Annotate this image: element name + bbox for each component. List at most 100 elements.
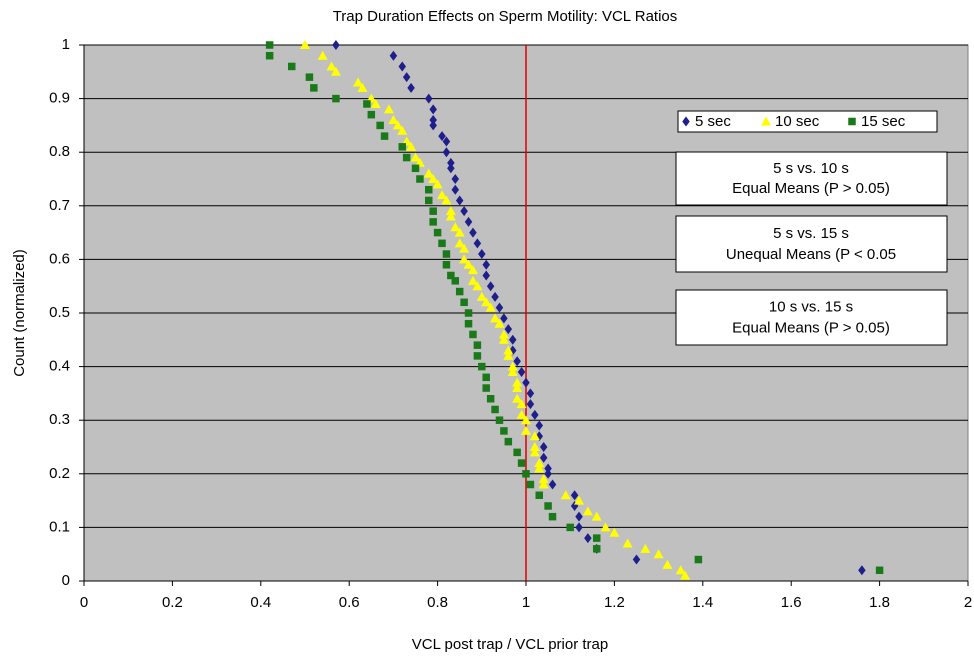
data-point bbox=[632, 554, 641, 565]
data-point bbox=[592, 534, 601, 542]
legend-box bbox=[677, 110, 938, 133]
data-point bbox=[429, 207, 437, 215]
data-point bbox=[326, 61, 337, 71]
data-point bbox=[516, 399, 527, 409]
data-point bbox=[455, 195, 464, 206]
annotation-text: Equal Means (P > 0.05) bbox=[732, 319, 890, 336]
data-point bbox=[529, 447, 540, 457]
x-tick-label: 0.4 bbox=[250, 594, 271, 611]
x-tick-label: 1.2 bbox=[604, 594, 625, 611]
data-point bbox=[534, 458, 545, 468]
y-tick-label: 0 bbox=[62, 572, 70, 589]
data-point bbox=[454, 227, 465, 237]
data-point bbox=[507, 366, 518, 376]
data-point bbox=[437, 190, 448, 200]
data-point bbox=[467, 265, 478, 275]
data-point bbox=[445, 211, 456, 221]
data-point bbox=[640, 543, 651, 553]
data-point bbox=[442, 250, 451, 258]
legend-marker bbox=[848, 117, 856, 126]
data-point bbox=[544, 502, 552, 510]
data-point bbox=[600, 522, 611, 532]
data-point bbox=[574, 495, 585, 505]
x-tick-label: 0.8 bbox=[427, 594, 448, 611]
data-point bbox=[370, 98, 381, 108]
x-tick-label: 1.8 bbox=[869, 594, 890, 611]
data-point bbox=[265, 41, 274, 49]
data-point bbox=[410, 152, 421, 162]
data-point bbox=[512, 393, 523, 403]
data-point bbox=[476, 291, 487, 301]
data-point bbox=[367, 110, 376, 119]
x-tick-label: 0.2 bbox=[162, 594, 183, 611]
data-point bbox=[442, 147, 451, 158]
data-point bbox=[478, 362, 486, 371]
data-point bbox=[402, 153, 411, 162]
data-point bbox=[675, 565, 686, 575]
data-point bbox=[454, 238, 465, 248]
data-point bbox=[529, 431, 540, 441]
y-axis-title: Count (normalized) bbox=[11, 249, 28, 377]
x-tick-label: 1 bbox=[522, 594, 530, 611]
data-point bbox=[482, 259, 490, 270]
annotation-text: 10 s vs. 15 s bbox=[769, 299, 853, 316]
data-point bbox=[287, 62, 296, 71]
data-point bbox=[397, 125, 408, 135]
data-point bbox=[460, 206, 468, 217]
data-point bbox=[495, 302, 504, 313]
data-point bbox=[330, 66, 341, 76]
data-point bbox=[445, 206, 456, 216]
data-point bbox=[438, 239, 446, 248]
data-point bbox=[591, 511, 602, 521]
x-tick-label: 1.4 bbox=[692, 594, 713, 611]
data-point bbox=[538, 479, 549, 489]
y-tick-label: 0.9 bbox=[49, 90, 70, 107]
data-point bbox=[521, 425, 531, 435]
data-point bbox=[482, 384, 490, 392]
data-point bbox=[875, 566, 884, 575]
data-point bbox=[481, 297, 492, 307]
data-point bbox=[522, 377, 530, 388]
y-tick-label: 0.8 bbox=[49, 143, 70, 160]
y-tick-label: 0.4 bbox=[49, 358, 70, 375]
data-point bbox=[592, 545, 601, 553]
data-point bbox=[447, 163, 455, 174]
data-point bbox=[498, 329, 509, 339]
data-point bbox=[455, 287, 464, 296]
data-point bbox=[459, 254, 470, 264]
data-point bbox=[486, 281, 495, 292]
x-tick-label: 1.6 bbox=[781, 594, 802, 611]
data-point bbox=[467, 275, 478, 285]
data-point bbox=[428, 174, 439, 183]
data-point bbox=[538, 474, 549, 484]
data-point bbox=[539, 452, 548, 463]
data-point bbox=[504, 324, 513, 335]
data-point bbox=[438, 131, 446, 142]
data-point bbox=[388, 115, 399, 125]
data-point bbox=[486, 395, 495, 403]
data-point bbox=[392, 120, 403, 130]
data-point bbox=[433, 228, 442, 237]
chart-title: Trap Duration Effects on Sperm Motility:… bbox=[333, 8, 678, 25]
y-tick-label: 1 bbox=[62, 36, 70, 53]
data-point bbox=[463, 259, 474, 269]
data-point bbox=[494, 318, 505, 328]
data-point bbox=[464, 319, 473, 328]
data-point bbox=[332, 40, 340, 50]
data-point bbox=[398, 61, 406, 72]
data-point bbox=[305, 73, 314, 81]
x-tick-label: 0 bbox=[80, 594, 88, 611]
data-point bbox=[512, 383, 523, 393]
data-point bbox=[376, 121, 384, 130]
data-point bbox=[513, 448, 521, 457]
data-point bbox=[473, 352, 482, 360]
data-point bbox=[609, 527, 620, 537]
data-point bbox=[300, 40, 310, 49]
data-point bbox=[560, 490, 571, 500]
data-point bbox=[516, 409, 527, 419]
data-point bbox=[451, 184, 460, 195]
data-point bbox=[498, 334, 509, 344]
data-point bbox=[265, 51, 274, 60]
legend-label: 10 sec bbox=[775, 113, 820, 130]
data-point bbox=[534, 463, 545, 473]
